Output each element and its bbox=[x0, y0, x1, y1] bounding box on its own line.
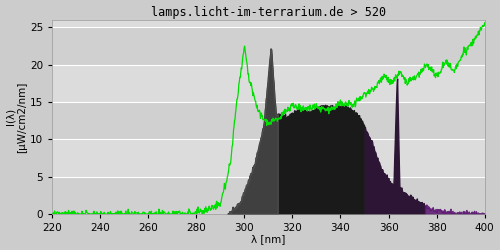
X-axis label: λ [nm]: λ [nm] bbox=[251, 234, 286, 244]
Bar bbox=[52, 102, 484, 139]
Bar bbox=[52, 64, 484, 102]
Bar bbox=[52, 27, 484, 64]
Bar bbox=[52, 139, 484, 177]
Y-axis label: I(λ)
[µW/cm2/nm]: I(λ) [µW/cm2/nm] bbox=[6, 81, 27, 152]
Bar bbox=[52, 177, 484, 214]
Title: lamps.licht-im-terrarium.de > 520: lamps.licht-im-terrarium.de > 520 bbox=[151, 6, 386, 18]
